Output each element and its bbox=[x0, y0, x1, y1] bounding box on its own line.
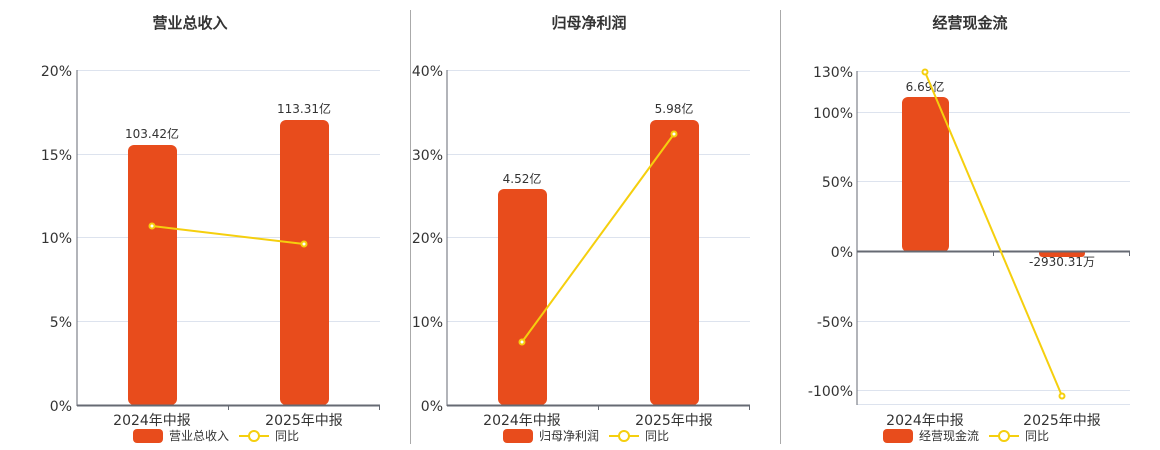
y-tick-label: 0% bbox=[50, 399, 72, 415]
y-tick-label: 100% bbox=[813, 106, 853, 122]
y-tick-label: 10% bbox=[412, 315, 443, 331]
chart-panel-operating-cash-flow: 经营现金流 130% 100% 50% 0% -50% -100% 6.69亿 … bbox=[780, 0, 1160, 450]
chart-legend: 经营现金流 同比 bbox=[883, 427, 1049, 444]
yoy-line bbox=[924, 71, 1063, 397]
x-tick-label: 2024年中报 bbox=[113, 413, 191, 429]
cash-flow-chart-svg: 130% 100% 50% 0% -50% -100% 6.69亿 -2930.… bbox=[808, 65, 1130, 429]
yoy-point[interactable] bbox=[921, 68, 929, 76]
y-tick-label: 20% bbox=[412, 231, 443, 247]
chart-legend: 归母净利润 同比 bbox=[503, 427, 669, 444]
y-tick-label: 30% bbox=[412, 148, 443, 164]
panel-divider bbox=[410, 10, 411, 444]
yoy-point[interactable] bbox=[1058, 392, 1066, 400]
bar-2024[interactable] bbox=[128, 145, 177, 405]
x-axis-labels: 2024年中报 2025年中报 bbox=[483, 413, 713, 429]
revenue-chart-svg: 20% 15% 10% 5% 0% 103.42亿 113.31亿 2024年中… bbox=[41, 64, 380, 429]
y-tick-label: 20% bbox=[41, 64, 72, 80]
legend-line-swatch-icon[interactable] bbox=[239, 429, 270, 443]
y-tick-label: 0% bbox=[421, 399, 443, 415]
y-tick-label: 50% bbox=[822, 175, 853, 191]
legend-bar-label[interactable]: 经营现金流 bbox=[919, 429, 980, 443]
yoy-point[interactable] bbox=[300, 240, 308, 248]
y-tick-label: 15% bbox=[41, 148, 72, 164]
bar-2025[interactable] bbox=[280, 120, 329, 405]
legend-bar-swatch[interactable] bbox=[133, 428, 163, 443]
y-tick-label: 0% bbox=[831, 245, 853, 261]
bar-value-label: 6.69亿 bbox=[906, 79, 945, 94]
y-tick-label: 5% bbox=[50, 315, 72, 331]
grid-lines bbox=[857, 71, 1130, 405]
y-tick-label: 10% bbox=[41, 231, 72, 247]
bar-2024[interactable] bbox=[498, 189, 547, 405]
x-axis-labels: 2024年中报 2025年中报 bbox=[113, 413, 343, 429]
chart-panel-net-profit: 归母净利润 40% 30% 20% 10% 0% 4.52亿 5.98亿 202… bbox=[400, 0, 780, 450]
y-axis-labels: 20% 15% 10% 5% 0% bbox=[41, 64, 72, 415]
legend-line-swatch-icon[interactable] bbox=[609, 429, 640, 443]
yoy-line bbox=[151, 225, 305, 245]
bar-2025[interactable] bbox=[650, 120, 699, 405]
y-tick-label: -100% bbox=[808, 384, 853, 400]
yoy-point[interactable] bbox=[518, 338, 526, 346]
bar-value-label: 103.42亿 bbox=[125, 126, 179, 141]
grid-lines bbox=[77, 70, 380, 322]
bar-value-label: 113.31亿 bbox=[277, 101, 331, 116]
yoy-line bbox=[521, 133, 675, 343]
y-axis-labels: 130% 100% 50% 0% -50% -100% bbox=[808, 65, 853, 400]
panel-divider bbox=[780, 10, 781, 444]
chart-panel-revenue: 营业总收入 20% 15% 10% 5% 0% 103.42亿 113.31亿 … bbox=[0, 0, 400, 450]
legend-bar-label[interactable]: 营业总收入 bbox=[169, 429, 230, 443]
x-tick-label: 2024年中报 bbox=[483, 413, 561, 429]
chart-title: 营业总收入 bbox=[152, 14, 228, 32]
x-tick-label: 2024年中报 bbox=[886, 413, 964, 429]
x-axis-labels: 2024年中报 2025年中报 bbox=[886, 413, 1101, 429]
chart-title: 归母净利润 bbox=[551, 14, 627, 32]
grid-lines bbox=[447, 70, 750, 322]
legend-line-label[interactable]: 同比 bbox=[645, 429, 670, 443]
bar-value-label: 5.98亿 bbox=[655, 101, 694, 116]
bar-2024[interactable] bbox=[902, 97, 949, 252]
legend-bar-swatch[interactable] bbox=[883, 428, 913, 443]
legend-line-swatch-icon[interactable] bbox=[989, 429, 1020, 443]
yoy-point[interactable] bbox=[148, 222, 156, 230]
y-tick-label: 40% bbox=[412, 64, 443, 80]
legend-bar-label[interactable]: 归母净利润 bbox=[539, 429, 600, 443]
net-profit-chart-svg: 40% 30% 20% 10% 0% 4.52亿 5.98亿 2024年中报 2… bbox=[412, 64, 750, 429]
y-tick-label: -50% bbox=[817, 315, 853, 331]
x-tick-label: 2025年中报 bbox=[1023, 413, 1101, 429]
bar-value-label: -2930.31万 bbox=[1029, 255, 1095, 269]
legend-bar-swatch[interactable] bbox=[503, 428, 533, 443]
legend-line-label[interactable]: 同比 bbox=[275, 429, 300, 443]
chart-title: 经营现金流 bbox=[932, 14, 1008, 32]
bar-value-label: 4.52亿 bbox=[503, 171, 542, 186]
yoy-point[interactable] bbox=[670, 130, 678, 138]
chart-legend: 营业总收入 同比 bbox=[133, 427, 299, 444]
legend-line-label[interactable]: 同比 bbox=[1025, 429, 1050, 443]
x-tick-label: 2025年中报 bbox=[265, 413, 343, 429]
y-tick-label: 130% bbox=[813, 65, 853, 81]
y-axis-labels: 40% 30% 20% 10% 0% bbox=[412, 64, 443, 415]
x-tick-label: 2025年中报 bbox=[635, 413, 713, 429]
